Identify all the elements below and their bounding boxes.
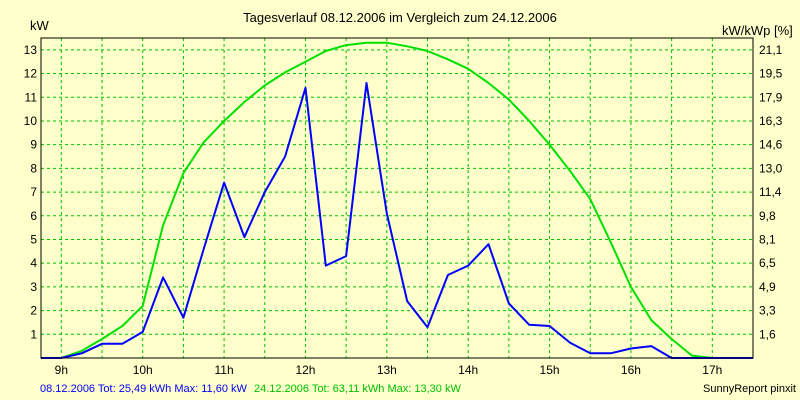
y-tick-left: 13 — [24, 43, 38, 57]
y-tick-left: 1 — [30, 327, 37, 341]
y-tick-left: 3 — [30, 280, 37, 294]
footer-legend: 08.12.2006 Tot: 25,49 kWh Max: 11,60 kW … — [40, 383, 461, 395]
y-tick-left: 7 — [30, 185, 37, 199]
x-tick: 16h — [621, 363, 641, 377]
y-tick-right: 8,1 — [759, 232, 776, 246]
x-tick: 11h — [215, 363, 234, 377]
y-tick-right: 3,3 — [759, 304, 776, 318]
y-tick-right: 14,6 — [759, 138, 783, 152]
y-tick-right: 11,4 — [759, 185, 782, 199]
y-tick-left: 5 — [30, 232, 37, 246]
y-tick-right: 9,8 — [759, 209, 776, 223]
y-tick-right: 19,5 — [759, 67, 783, 81]
plot-frame — [40, 37, 754, 359]
y-tick-left: 9 — [30, 138, 37, 152]
y-tick-right: 21,1 — [759, 43, 783, 57]
y-tick-right: 4,9 — [759, 280, 776, 294]
series-line-24-12-2006 — [41, 41, 753, 359]
chart-title: Tagesverlauf 08.12.2006 im Vergleich zum… — [243, 10, 557, 25]
tick-labels: 1 1,6 2 3,3 3 4,9 4 6,5 5 8,1 6 9,8 7 11,4 8 13,0 9 14,6 1… — [24, 43, 783, 377]
y-tick-right: 1,6 — [759, 327, 776, 341]
plot-series — [41, 41, 753, 359]
x-tick: 14h — [458, 363, 478, 377]
y-tick-left: 12 — [24, 67, 38, 81]
y-tick-left: 2 — [30, 304, 37, 318]
x-tick: 9h — [55, 363, 68, 377]
footer-series1-text: 08.12.2006 Tot: 25,49 kWh Max: 11,60 kW — [40, 383, 247, 395]
x-tick: 17h — [702, 363, 722, 377]
y-tick-left: 10 — [24, 114, 38, 128]
x-tick: 12h — [295, 363, 315, 377]
y-tick-right: 6,5 — [759, 256, 776, 270]
y-tick-right: 16,3 — [759, 114, 783, 128]
y-tick-right: 17,9 — [759, 90, 783, 104]
y-tick-left: 6 — [30, 209, 37, 223]
footer-series2-text: 24.12.2006 Tot: 63,11 kWh Max: 13,30 kW — [254, 383, 461, 395]
y-tick-left: 8 — [30, 161, 37, 175]
y-tick-left: 11 — [25, 90, 38, 104]
y-tick-right: 13,0 — [759, 161, 783, 175]
y-tick-left: 4 — [30, 256, 37, 270]
footer-brand: SunnyReport pinxit — [703, 383, 796, 395]
x-tick: 15h — [540, 363, 560, 377]
y-axis-label-right: kW/kWp [%] — [722, 23, 793, 38]
series-line-08-12-2006 — [41, 82, 753, 359]
x-tick: 13h — [377, 363, 397, 377]
x-tick: 10h — [133, 363, 153, 377]
y-axis-label-left: kW — [30, 18, 50, 33]
